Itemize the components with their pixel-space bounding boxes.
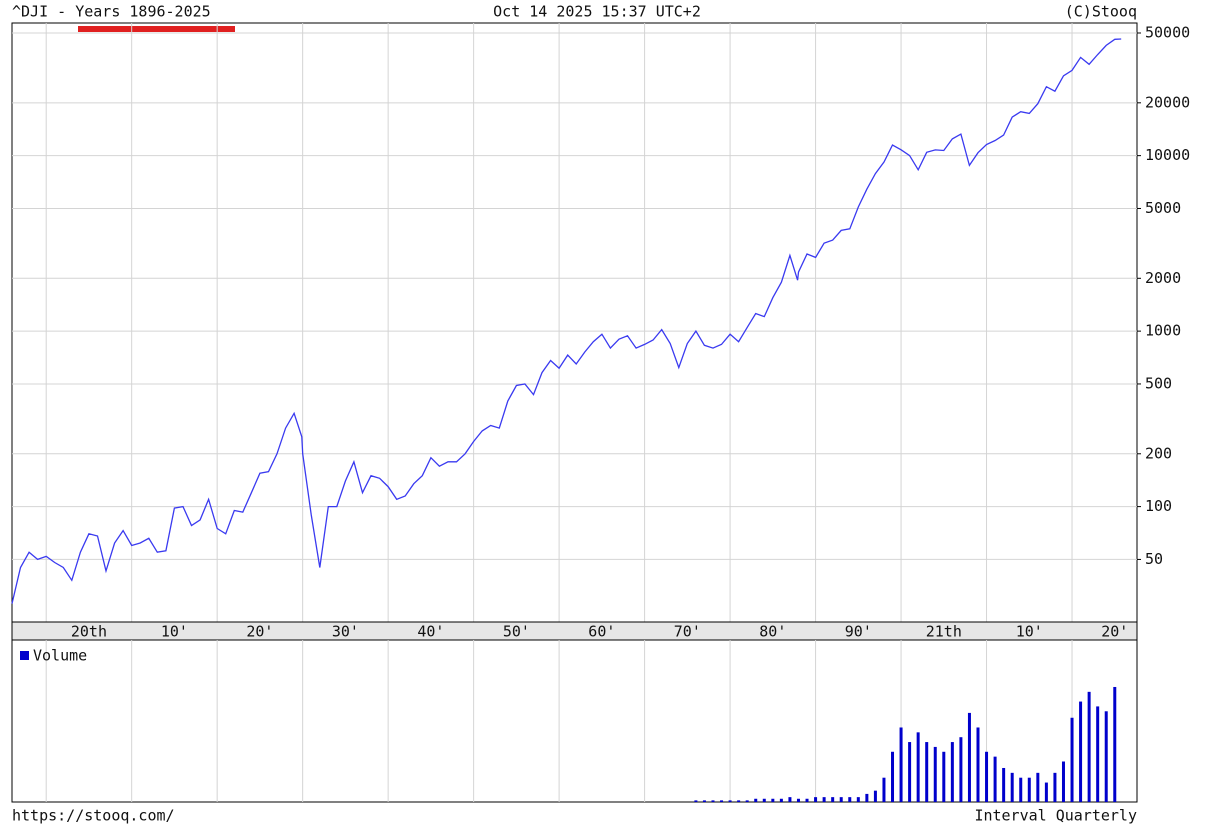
volume-bar — [1061, 761, 1065, 802]
volume-bar — [933, 746, 937, 802]
volume-bar — [814, 797, 818, 802]
x-tick-label: 10' — [1016, 623, 1043, 641]
volume-bar — [908, 742, 912, 802]
volume-bar — [779, 798, 783, 802]
y-tick-label: 2000 — [1145, 269, 1181, 287]
y-tick-label: 10000 — [1145, 146, 1190, 164]
volume-bar — [728, 800, 732, 802]
x-tick-label: 50' — [503, 623, 530, 641]
x-tick-label: 90' — [845, 623, 872, 641]
volume-bar — [831, 797, 835, 802]
y-tick-label: 50000 — [1145, 23, 1190, 41]
date: Oct 14 2025 15:37 UTC+2 — [493, 3, 701, 21]
volume-bar — [848, 797, 852, 802]
x-tick-label: 30' — [332, 623, 359, 641]
volume-bar — [925, 742, 929, 802]
title-underline — [78, 26, 235, 32]
volume-bar — [839, 797, 843, 802]
x-tick-label: 20' — [1101, 623, 1128, 641]
y-tick-label: 5000 — [1145, 199, 1181, 217]
volume-bar — [959, 737, 963, 802]
volume-bar — [976, 727, 980, 802]
volume-bar — [1036, 772, 1040, 802]
volume-bar — [865, 793, 869, 802]
volume-bar — [985, 751, 989, 802]
x-tick-label: 80' — [759, 623, 786, 641]
volume-bar — [1087, 691, 1091, 802]
volume-bar — [873, 790, 877, 802]
volume-bar — [1070, 717, 1074, 802]
volume-bar — [788, 797, 792, 802]
frame — [11, 22, 1138, 803]
volume-bar — [993, 756, 997, 802]
volume-bar — [1053, 772, 1057, 802]
volume-bar — [916, 732, 920, 802]
volume-bar — [754, 798, 758, 802]
volume-bar — [967, 712, 971, 802]
volume-bar — [856, 797, 860, 802]
copyright: (C)Stooq — [1065, 3, 1137, 21]
y-tick-label: 200 — [1145, 444, 1172, 462]
legend-label: Volume — [33, 647, 87, 665]
volume-bar — [737, 800, 741, 802]
volume-bar — [891, 751, 895, 802]
volume-bar — [882, 777, 886, 802]
y-tick-label: 1000 — [1145, 322, 1181, 340]
volume-bar — [1002, 767, 1006, 802]
interval: Interval Quarterly — [974, 807, 1137, 825]
legend-swatch — [20, 651, 29, 660]
x-tick-label: 21th — [926, 623, 962, 641]
volume-bar — [1019, 777, 1023, 802]
x-tick-label: 60' — [588, 623, 615, 641]
volume-bar — [1096, 706, 1100, 802]
y-tick-label: 20000 — [1145, 93, 1190, 111]
volume-bar — [745, 800, 749, 802]
volume-bar — [720, 800, 724, 802]
x-tick-label: 40' — [417, 623, 444, 641]
volume-bar — [771, 798, 775, 802]
volume-bar — [1010, 772, 1014, 802]
volume-bar — [711, 800, 715, 802]
volume-bar — [702, 800, 706, 802]
price-line — [11, 38, 1122, 604]
y-tick-label: 500 — [1145, 374, 1172, 392]
y-tick-label: 100 — [1145, 497, 1172, 515]
volume-bar — [1027, 777, 1031, 802]
volume-bar — [805, 798, 809, 802]
volume-bar — [822, 797, 826, 802]
volume-bar — [1079, 701, 1083, 802]
volume-bar — [1113, 686, 1117, 802]
volume-bar — [796, 798, 800, 802]
volume-bar — [694, 800, 698, 802]
volume-bar — [950, 742, 954, 802]
x-tick-label: 70' — [674, 623, 701, 641]
x-tick-label: 10' — [161, 623, 188, 641]
volume-bar — [762, 798, 766, 802]
volume-bar — [1044, 782, 1048, 802]
volume-bar — [899, 727, 903, 802]
x-tick-label: 20th — [71, 623, 107, 641]
volume-bar — [942, 751, 946, 802]
x-tick-label: 20' — [246, 623, 273, 641]
volume-bar — [1104, 711, 1108, 802]
source-url: https://stooq.com/ — [12, 807, 175, 825]
title: ^DJI - Years 1896-2025 — [12, 3, 211, 21]
y-tick-label: 50 — [1145, 550, 1163, 568]
